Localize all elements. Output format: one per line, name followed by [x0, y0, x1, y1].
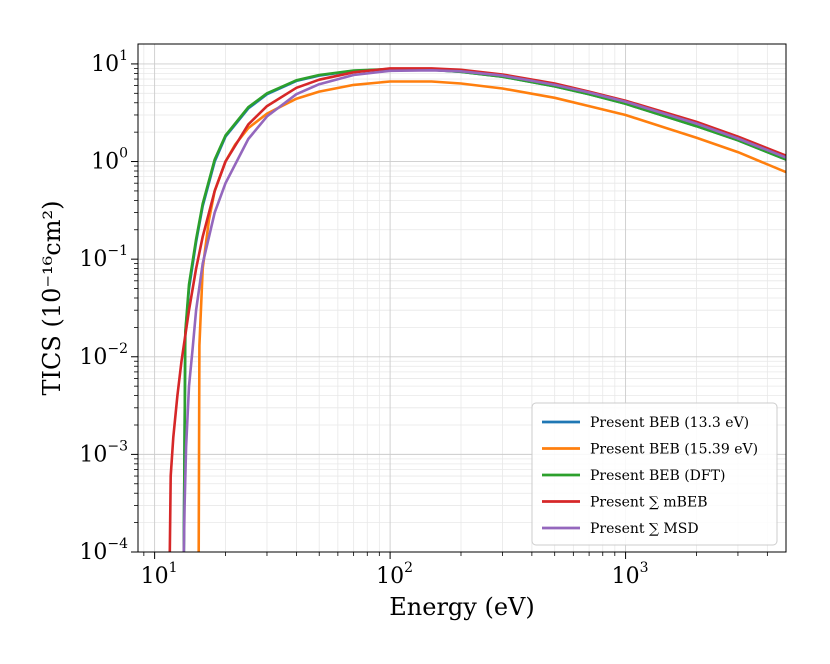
y-axis-title: TICS (10⁻¹⁶cm²) — [38, 201, 66, 396]
x-tick-label: 103 — [612, 560, 649, 589]
y-tick-label: 10−1 — [79, 243, 128, 272]
y-tick-label: 100 — [91, 146, 128, 175]
series-line-2 — [182, 67, 786, 552]
legend-box — [531, 402, 778, 546]
legend: Present BEB (13.3 eV) Present BEB (15.39 … — [531, 402, 778, 546]
y-tick-label: 101 — [91, 48, 128, 77]
series-lines — [168, 67, 786, 552]
legend-label-2: Present BEB (DFT) — [590, 468, 725, 484]
legend-label-3: Present ∑ mBEB — [590, 495, 707, 511]
series-line-1 — [197, 80, 786, 552]
x-tick-label: 102 — [376, 560, 413, 589]
x-tick-label: 101 — [141, 560, 178, 589]
y-tick-label: 10−3 — [79, 438, 128, 467]
legend-label-1: Present BEB (15.39 eV) — [590, 442, 758, 458]
y-tick-label: 10−4 — [79, 536, 128, 565]
tick-labels: 101 102 103 10−4 10−3 10−2 10−1 100 101 — [79, 48, 648, 589]
legend-label-0: Present BEB (13.3 eV) — [590, 415, 749, 431]
legend-label-4: Present ∑ MSD — [590, 521, 699, 537]
x-axis-title: Energy (eV) — [389, 593, 534, 621]
axis-ticks — [131, 63, 768, 559]
series-line-4 — [182, 69, 786, 552]
y-tick-label: 10−2 — [79, 341, 128, 370]
